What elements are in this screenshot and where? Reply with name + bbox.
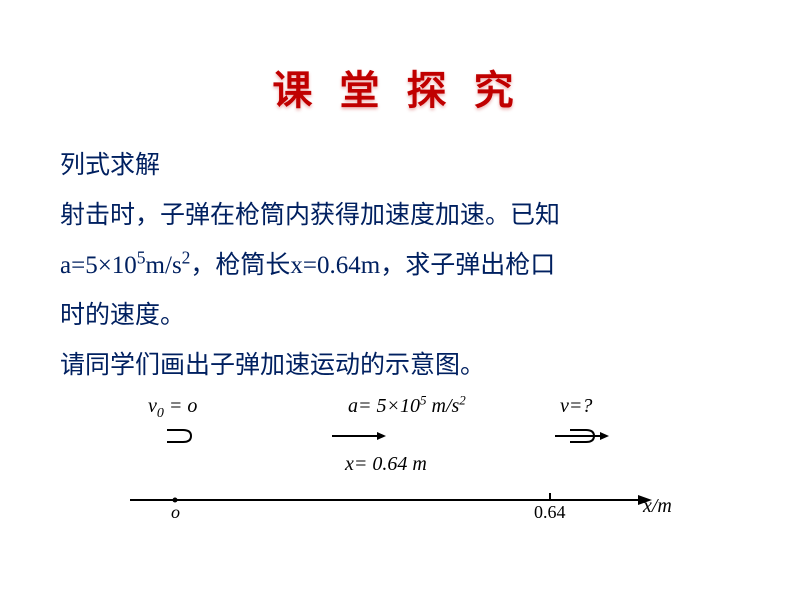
- a-unit: m/s: [427, 395, 460, 417]
- v0-value: o: [187, 395, 197, 417]
- line3-rest: ，枪筒长x=0.64m，求子弹出枪口: [190, 252, 555, 279]
- content-line-4: 时的速度。: [60, 291, 734, 341]
- page-title-container: 课 堂 探 究: [0, 0, 794, 136]
- axis-label-xm: x/m: [643, 495, 672, 518]
- velocity-arrow-1: [332, 429, 387, 447]
- content-line-5: 请同学们画出子弹加速运动的示意图。: [60, 341, 734, 391]
- v0-label: v0 = o: [148, 395, 197, 422]
- bullet-shape-start: [165, 427, 195, 450]
- axis-tick-origin: o: [171, 502, 180, 523]
- x-label: x= 0.64 m: [345, 453, 427, 476]
- content-block: 列式求解 射击时，子弹在枪筒内获得加速度加速。已知 a=5×105m/s2，枪筒…: [0, 136, 794, 391]
- page-title: 课 堂 探 究: [272, 69, 521, 113]
- axis-tick-064: 0.64: [534, 502, 566, 523]
- unit-ms: m/s: [146, 252, 182, 279]
- x-axis: [130, 490, 670, 515]
- exp-5: 5: [137, 248, 146, 268]
- v-label: v=?: [560, 395, 592, 418]
- content-line-1: 列式求解: [60, 141, 734, 191]
- a-exp2: 2: [459, 392, 466, 407]
- velocity-arrow-2: [555, 429, 610, 447]
- physics-diagram: v0 = o a= 5×105 m/s2 v=? x= 0.64 m: [130, 395, 690, 530]
- a-label: a= 5×105 m/s2: [348, 395, 466, 418]
- formula-a: a=5×10: [60, 252, 137, 279]
- a-pre: a= 5×10: [348, 395, 420, 417]
- content-line-3: a=5×105m/s2，枪筒长x=0.64m，求子弹出枪口: [60, 241, 734, 291]
- content-line-2: 射击时，子弹在枪筒内获得加速度加速。已知: [60, 191, 734, 241]
